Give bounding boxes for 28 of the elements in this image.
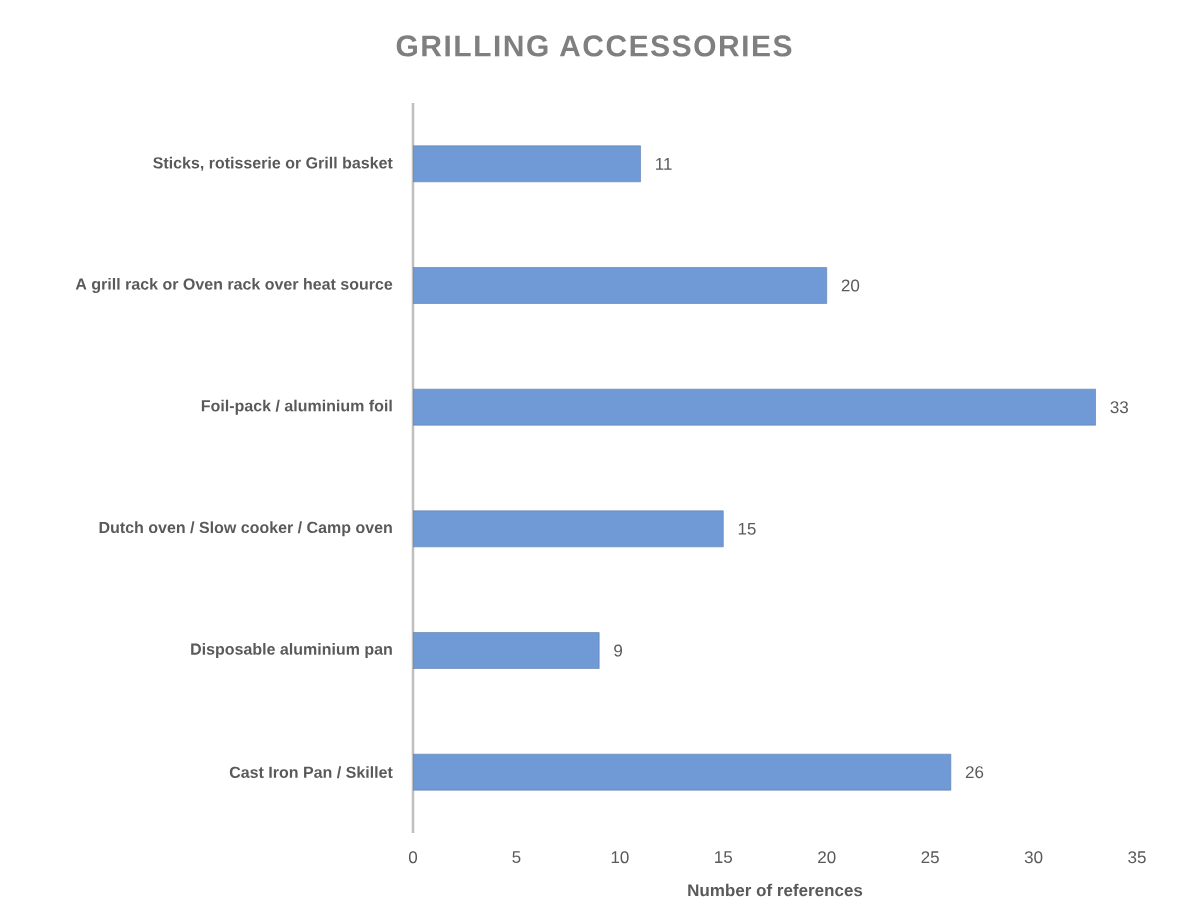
- x-tick-label: 5: [512, 851, 521, 864]
- x-tick-label: 25: [921, 851, 939, 864]
- chart-title: GRILLING ACCESSORIES: [396, 35, 792, 57]
- y-tick-label: Cast Iron Pan / Skillet: [229, 766, 393, 779]
- x-tick-label: 0: [408, 851, 418, 864]
- y-tick-label: Disposable aluminium pan: [191, 643, 392, 658]
- x-axis-title: Number of references: [688, 883, 863, 897]
- y-tick-label: A grill rack or Oven rack over heat source: [75, 278, 393, 293]
- y-tick-label: Sticks, rotisserie or Grill basket: [153, 156, 393, 171]
- bar: [413, 632, 600, 669]
- data-label: 11: [656, 157, 672, 170]
- bar: [413, 510, 724, 548]
- x-tick-label: 10: [611, 851, 629, 864]
- data-label: 9: [614, 644, 623, 657]
- x-tick-label: 35: [1128, 851, 1146, 864]
- data-label: 15: [738, 522, 756, 535]
- x-tick-label: 20: [818, 851, 836, 864]
- x-tick-label: 15: [715, 851, 733, 864]
- y-tick-label: Dutch oven / Slow cooker / Camp oven: [99, 521, 392, 537]
- bar: [413, 145, 641, 183]
- data-label: 26: [965, 766, 984, 779]
- bar: [413, 267, 828, 304]
- data-label: 33: [1110, 401, 1128, 414]
- data-label: 20: [841, 279, 860, 292]
- bar: [413, 388, 1096, 426]
- y-tick-label: Foil-pack / aluminium foil: [201, 399, 392, 415]
- bar: [413, 753, 952, 791]
- x-tick-label: 30: [1024, 851, 1043, 864]
